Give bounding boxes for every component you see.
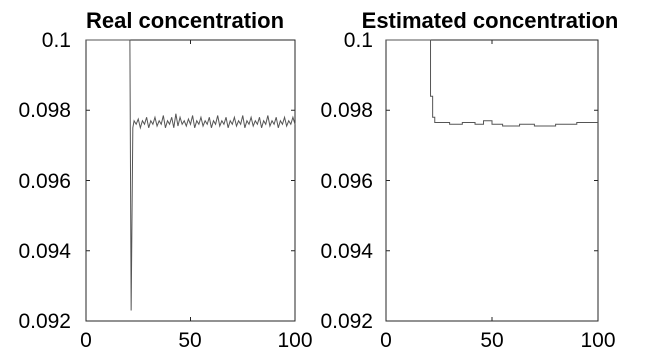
xtick-label-real-0: 0 (80, 329, 92, 352)
chart-panel-estimated: Estimated concentration 0.1 0.098 0.096 … (320, 8, 618, 352)
xtick-label-estimated-1: 50 (480, 329, 503, 352)
xtick-label-real-2: 100 (277, 329, 312, 352)
xtick-label-real-1: 50 (178, 329, 201, 352)
ytick-label-real-3: 0.094 (18, 240, 71, 263)
xtick-label-estimated-2: 100 (580, 329, 615, 352)
tick-group-real (85, 39, 296, 322)
ytick-label-real-0: 0.1 (42, 29, 71, 52)
ytick-label-real-2: 0.096 (18, 170, 71, 193)
ytick-label-estimated-3: 0.094 (320, 240, 373, 263)
ytick-label-estimated-2: 0.096 (320, 170, 373, 193)
ytick-label-real-1: 0.098 (18, 99, 71, 122)
series-line-real (86, 39, 296, 311)
chart-title-estimated: Estimated concentration (362, 8, 619, 33)
series-line-estimated (386, 39, 598, 127)
chart-title-real: Real concentration (86, 8, 284, 33)
axes-box-real (85, 39, 296, 322)
chart-panel-real: Real concentration 0.1 0.098 0.096 0.094… (18, 8, 312, 352)
ytick-label-estimated-4: 0.092 (320, 310, 373, 333)
ytick-label-estimated-0: 0.1 (344, 29, 373, 52)
ytick-label-estimated-1: 0.098 (320, 99, 373, 122)
ytick-label-real-4: 0.092 (18, 310, 71, 333)
xtick-label-estimated-0: 0 (380, 329, 392, 352)
axes-box-estimated (385, 39, 599, 322)
